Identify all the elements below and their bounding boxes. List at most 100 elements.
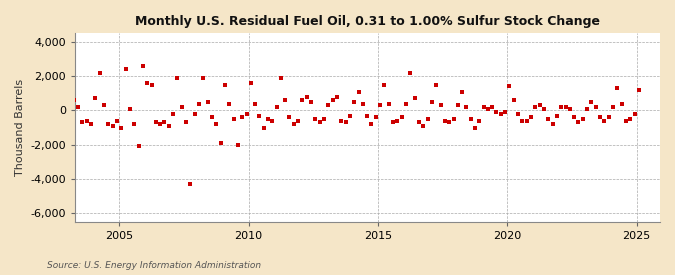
Point — [448, 117, 459, 121]
Point — [297, 98, 308, 102]
Point — [500, 110, 511, 114]
Point — [107, 124, 118, 128]
Point — [69, 98, 80, 102]
Point — [535, 103, 545, 108]
Point — [427, 100, 437, 104]
Point — [315, 120, 325, 125]
Point — [362, 113, 373, 118]
Point — [616, 101, 627, 106]
Point — [551, 113, 562, 118]
Point — [573, 120, 584, 125]
Point — [90, 96, 101, 101]
Point — [366, 122, 377, 126]
Text: Source: U.S. Energy Information Administration: Source: U.S. Energy Information Administ… — [47, 260, 261, 270]
Point — [578, 117, 589, 121]
Point — [86, 122, 97, 126]
Point — [349, 100, 360, 104]
Point — [414, 120, 425, 125]
Point — [586, 100, 597, 104]
Point — [387, 120, 398, 125]
Point — [335, 119, 346, 123]
Point — [142, 81, 153, 85]
Point — [293, 119, 304, 123]
Point — [409, 96, 420, 101]
Point — [478, 105, 489, 109]
Point — [112, 119, 123, 123]
Point — [288, 122, 299, 126]
Point — [371, 115, 381, 119]
Point — [95, 70, 105, 75]
Point — [275, 76, 286, 80]
Point — [146, 82, 157, 87]
Point — [211, 122, 221, 126]
Point — [470, 125, 481, 130]
Point — [155, 122, 165, 126]
Point — [176, 105, 187, 109]
Point — [612, 86, 623, 90]
Point — [125, 106, 136, 111]
Point — [599, 119, 610, 123]
Point — [159, 120, 170, 125]
Point — [207, 115, 217, 119]
Point — [263, 117, 273, 121]
Point — [215, 141, 226, 145]
Point — [495, 112, 506, 116]
Point — [163, 124, 174, 128]
Point — [185, 182, 196, 186]
Point — [353, 89, 364, 94]
Point — [547, 122, 558, 126]
Point — [375, 103, 385, 108]
Point — [443, 120, 454, 125]
Point — [129, 122, 140, 126]
Point — [258, 125, 269, 130]
Point — [202, 100, 213, 104]
Point — [633, 88, 644, 92]
Point — [474, 119, 485, 123]
Point — [345, 113, 356, 118]
Point — [435, 103, 446, 108]
Point — [629, 112, 640, 116]
Point — [271, 105, 282, 109]
Point — [194, 101, 205, 106]
Point — [73, 105, 84, 109]
Point — [564, 106, 575, 111]
Point — [224, 101, 235, 106]
Point — [556, 105, 566, 109]
Point — [250, 101, 261, 106]
Point — [116, 125, 127, 130]
Point — [423, 117, 433, 121]
Point — [591, 105, 601, 109]
Point — [103, 122, 113, 126]
Point — [396, 115, 407, 119]
Point — [138, 64, 148, 68]
Point — [400, 101, 411, 106]
Point — [172, 76, 183, 80]
Point — [457, 89, 468, 94]
Point — [582, 106, 593, 111]
Y-axis label: Thousand Barrels: Thousand Barrels — [15, 79, 25, 176]
Point — [513, 112, 524, 116]
Point — [508, 98, 519, 102]
Point — [392, 119, 403, 123]
Point — [302, 95, 313, 99]
Point — [198, 76, 209, 80]
Point — [487, 105, 497, 109]
Point — [219, 82, 230, 87]
Point — [418, 124, 429, 128]
Point — [232, 142, 243, 147]
Point — [245, 81, 256, 85]
Point — [120, 67, 131, 72]
Point — [504, 84, 515, 89]
Point — [560, 105, 571, 109]
Point — [327, 98, 338, 102]
Point — [237, 115, 248, 119]
Point — [379, 82, 390, 87]
Point — [461, 105, 472, 109]
Point — [465, 117, 476, 121]
Point — [483, 106, 493, 111]
Point — [254, 113, 265, 118]
Point — [133, 144, 144, 148]
Point — [190, 112, 200, 116]
Point — [82, 119, 92, 123]
Point — [310, 117, 321, 121]
